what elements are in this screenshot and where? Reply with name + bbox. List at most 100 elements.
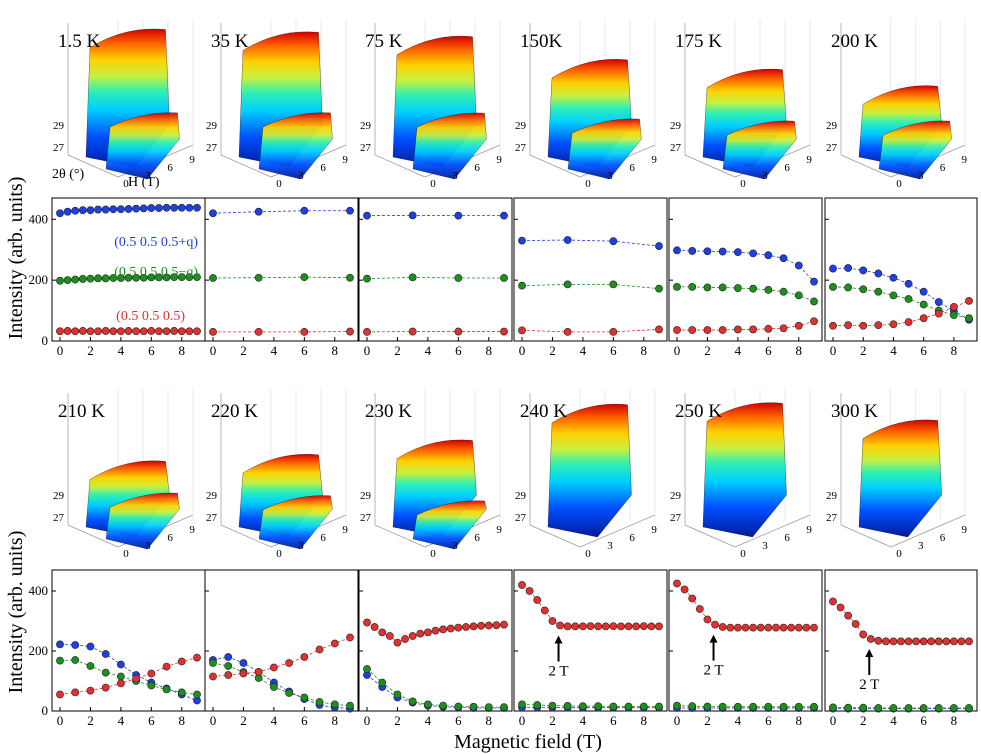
x-tick-label: 2	[704, 713, 711, 728]
data-point	[477, 621, 486, 630]
angle-tick-label: 29	[670, 490, 682, 502]
data-point	[764, 702, 773, 711]
data-point	[688, 326, 697, 334]
data-point	[370, 623, 379, 631]
data-point	[889, 320, 898, 329]
data-point	[949, 637, 958, 646]
data-point	[749, 325, 758, 334]
data-point	[63, 276, 72, 285]
x-tick-label: 2	[240, 713, 247, 728]
field-tick-label: 0	[430, 548, 436, 560]
data-point	[802, 623, 811, 632]
data-point	[904, 295, 913, 303]
y-axis-label-top: Intensity (arb. units)	[5, 177, 27, 340]
data-point	[86, 327, 95, 336]
temperature-label: 150K	[520, 31, 563, 52]
x-tick-label: 8	[951, 343, 958, 358]
series-line-0	[212, 210, 350, 214]
x-tick-label: 8	[486, 343, 493, 358]
series-line-2	[677, 320, 815, 331]
data-point	[525, 587, 534, 595]
data-point	[957, 637, 966, 646]
data-point	[285, 689, 294, 697]
data-point	[688, 282, 697, 291]
data-point	[193, 273, 201, 282]
data-point	[177, 273, 186, 282]
data-point	[363, 618, 371, 627]
x-tick-label: 6	[610, 713, 617, 728]
x-tick-label: 8	[332, 713, 339, 728]
data-point	[518, 281, 526, 290]
data-point	[673, 246, 681, 255]
data-point	[859, 630, 868, 639]
x-tick-label: 0	[364, 713, 371, 728]
data-point	[617, 622, 625, 631]
data-point	[965, 704, 973, 712]
data-point	[859, 285, 868, 294]
plot-frame	[204, 197, 359, 342]
temperature-label: 240 K	[520, 401, 567, 422]
x-tick-label: 4	[890, 343, 897, 358]
data-point	[912, 637, 921, 646]
data-point	[578, 622, 587, 631]
panel-10: 0 2 4 6 8 2 T	[513, 569, 668, 728]
field-tick-label: 9	[189, 524, 195, 536]
data-point	[155, 327, 163, 336]
x-tick-label: 6	[920, 713, 927, 728]
data-point	[209, 327, 217, 336]
series-line-1	[366, 668, 504, 708]
data-point	[563, 622, 572, 631]
x-tick-label: 2	[87, 713, 94, 728]
surface-ridge	[702, 402, 787, 538]
data-point	[209, 209, 217, 218]
data-point	[469, 702, 478, 711]
data-point	[733, 325, 742, 334]
data-point	[116, 672, 125, 681]
series-line-1	[59, 659, 198, 695]
x-tick-label: 4	[271, 343, 278, 358]
x-tick-label: 2	[87, 343, 94, 358]
data-point	[71, 688, 80, 697]
surface-axis	[67, 154, 119, 178]
surface-ridge-front	[258, 112, 333, 180]
data-point	[779, 254, 788, 263]
field-tick-label: 6	[784, 532, 790, 544]
field-axis-label: H (T)	[128, 175, 160, 190]
series-line-2	[521, 329, 660, 333]
data-point	[86, 274, 95, 283]
surface-axis	[684, 154, 736, 178]
x-tick-label: 8	[641, 713, 648, 728]
surface-axis	[529, 524, 581, 548]
data-point	[300, 693, 309, 702]
data-point	[193, 203, 201, 212]
surface-panel-2: 29 27 0 3 6 9 35 K	[206, 19, 348, 190]
data-point	[919, 314, 928, 323]
data-point	[254, 327, 263, 336]
angle-tick-label: 29	[515, 120, 527, 132]
data-point	[540, 606, 549, 615]
data-point	[224, 671, 233, 679]
field-tick-label: 3	[607, 170, 613, 182]
data-point	[673, 282, 681, 291]
data-point	[155, 273, 163, 282]
y-tick-label: 200	[29, 643, 49, 658]
data-point	[655, 284, 663, 293]
field-tick-label: 6	[167, 162, 173, 174]
data-point	[829, 282, 837, 291]
series-line-1	[521, 704, 659, 707]
data-point	[733, 702, 742, 711]
data-point	[454, 274, 463, 282]
data-point	[300, 327, 309, 336]
data-point	[934, 298, 943, 306]
data-point	[56, 656, 64, 665]
data-point	[78, 275, 87, 283]
plot-frame	[513, 569, 668, 712]
data-point	[408, 273, 417, 282]
y-tick-label: 400	[29, 583, 49, 598]
data-point	[446, 624, 455, 633]
panel-3: 0 2 4 6 8	[358, 197, 513, 358]
series-line-1	[676, 705, 814, 708]
field-tick-label: 3	[607, 540, 613, 552]
surface-panel-6: 29 27 0 3 6 9 200 K	[826, 19, 968, 190]
